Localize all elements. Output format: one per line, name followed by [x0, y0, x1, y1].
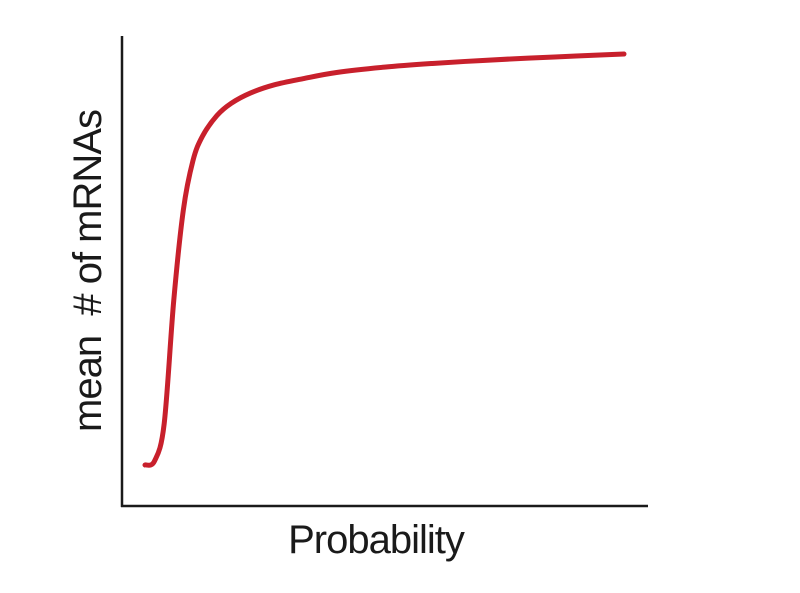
series-line — [142, 51, 627, 468]
x-axis-label: Probability — [288, 518, 465, 562]
y-axis-label: mean # of mRNAs — [66, 110, 110, 432]
